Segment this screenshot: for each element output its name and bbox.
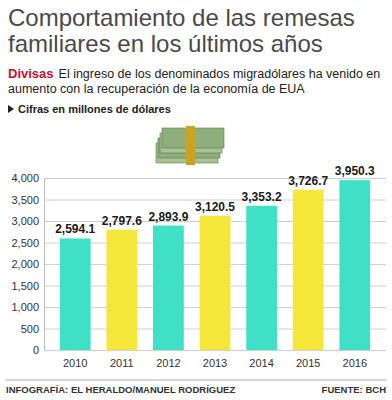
bar [106, 230, 137, 350]
title-line: familiares en los últimos años [8, 30, 323, 57]
x-tick: 2016 [343, 350, 367, 369]
data-label: 3,950.3 [335, 164, 375, 178]
x-tick: 2014 [249, 350, 273, 369]
bar [200, 216, 231, 350]
title-line: Comportamiento de las remesas [8, 4, 355, 31]
y-tick-label: 2,500 [11, 237, 39, 249]
x-tick: 2012 [156, 350, 180, 369]
footer-rule [6, 380, 386, 381]
x-tick-label: 2010 [63, 357, 87, 369]
subtitle-line: aumento con la recuperación de la econom… [8, 82, 305, 96]
source: FUENTE: BCH [322, 384, 387, 395]
data-label: 3,726.7 [288, 174, 328, 188]
data-label: 2,594.1 [55, 222, 95, 236]
x-tick: 2013 [203, 350, 227, 369]
x-tick: 2011 [110, 350, 134, 369]
data-label: 3,120.5 [195, 200, 235, 214]
bar [293, 190, 324, 350]
credit: INFOGRAFÍA: EL HERALDO/MANUEL RODRÍGUEZ [6, 384, 235, 395]
y-tick-label: 500 [21, 323, 39, 335]
grid-line [44, 350, 386, 351]
bars [60, 180, 370, 350]
x-tick-label: 2013 [203, 357, 227, 369]
bar [246, 206, 277, 350]
y-tick-label: 2,000 [11, 258, 39, 270]
x-tick-label: 2015 [296, 357, 320, 369]
x-tick-label: 2014 [249, 357, 273, 369]
y-axis: 0 500 1,000 1,500 2,000 2,500 3,000 3,500 4,000 [11, 172, 386, 356]
bar [339, 180, 370, 350]
chart: Comportamiento de las remesasfamiliares … [0, 0, 392, 400]
money-icon [156, 126, 224, 165]
x-axis: 2010 2011 2012 2013 2014 2015 2016 [63, 350, 367, 369]
y-tick: 4,000 [11, 172, 386, 184]
x-tick-label: 2016 [343, 357, 367, 369]
bar [153, 226, 184, 350]
x-tick-label: 2012 [156, 357, 180, 369]
subtitle: El ingreso de los denominados migradólar… [8, 67, 380, 96]
unit-marker [8, 105, 14, 113]
title: Comportamiento de las remesasfamiliares … [8, 4, 355, 57]
y-tick-label: 1,500 [11, 280, 39, 292]
y-tick-label: 4,000 [11, 172, 39, 184]
x-tick-label: 2011 [110, 357, 134, 369]
x-tick: 2015 [296, 350, 320, 369]
bar [60, 238, 91, 350]
y-tick-label: 3,000 [11, 215, 39, 227]
x-tick: 2010 [63, 350, 87, 369]
subtitle-line: El ingreso de los denominados migradólar… [59, 67, 381, 81]
data-labels: 2,594.1 2,797.6 2,893.9 3,120.5 3,353.2 3,726… [55, 164, 375, 236]
subtitle-lead: Divisas [8, 66, 54, 81]
data-label: 3,353.2 [242, 190, 282, 204]
y-tick-label: 0 [33, 344, 39, 356]
unit-note: Cifras en millones de dólares [18, 103, 171, 115]
plot: 0 500 1,000 1,500 2,000 2,500 3,000 3,500 4,000 2… [11, 164, 386, 369]
data-label: 2,797.6 [102, 214, 142, 228]
y-tick-label: 3,500 [11, 194, 39, 206]
band [186, 126, 195, 165]
data-label: 2,893.9 [148, 210, 188, 224]
grid-line [44, 178, 386, 179]
y-tick-label: 1,000 [11, 301, 39, 313]
